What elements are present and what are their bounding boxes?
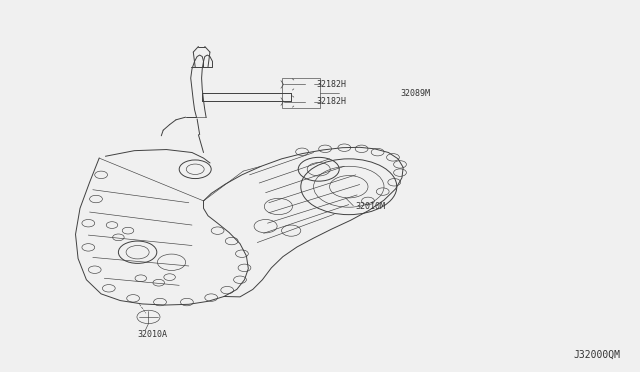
Text: 32182H: 32182H [317, 80, 347, 89]
Text: 32089M: 32089M [400, 89, 430, 97]
Text: 32010M: 32010M [355, 202, 385, 211]
Text: 32010A: 32010A [138, 330, 168, 339]
Text: 32182H: 32182H [317, 97, 347, 106]
Bar [282, 78, 320, 108]
Text: J32000QM: J32000QM [574, 350, 621, 360]
